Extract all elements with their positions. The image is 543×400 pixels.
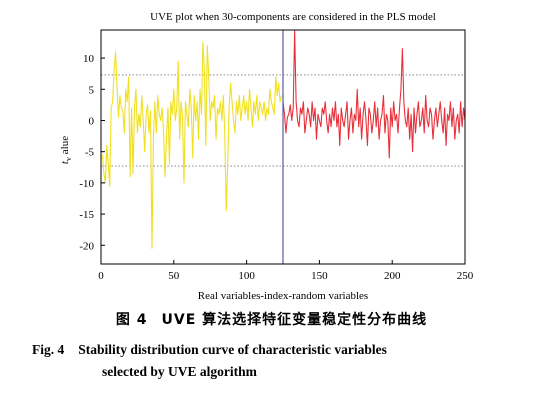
y-tick-label: -20 <box>79 240 94 252</box>
caption-chinese-label: 图 4 <box>115 312 148 328</box>
plot-frame <box>100 29 466 265</box>
x-tick-label: 0 <box>98 270 104 282</box>
caption-chinese: 图 4 UVE 算法选择特征变量稳定性分布曲线 <box>0 310 543 330</box>
caption-english-line-2: selected by UVE algorithm <box>102 362 257 382</box>
caption-english-line-1: Fig. 4 Stability distribution curve of ch… <box>32 340 387 360</box>
x-tick-label: 150 <box>311 270 328 282</box>
caption-english-label: Fig. 4 <box>32 342 65 357</box>
y-axis-label: tv alue <box>59 136 73 164</box>
x-tick-label: 50 <box>168 270 180 282</box>
y-tick-label: 0 <box>89 115 95 127</box>
y-tick-label: 10 <box>83 53 95 65</box>
y-tick-label: 5 <box>89 84 95 96</box>
x-axis-label: Real variables-index-random variables <box>198 290 368 302</box>
chart-title: UVE plot when 30-components are consider… <box>150 11 436 23</box>
caption-english-text-2: selected by UVE algorithm <box>102 364 257 379</box>
caption-chinese-text: UVE 算法选择特征变量稳定性分布曲线 <box>161 312 428 328</box>
caption-english-text-1: Stability distribution curve of characte… <box>78 342 387 357</box>
x-tick-label: 100 <box>238 270 255 282</box>
x-tick-label: 200 <box>384 270 401 282</box>
y-tick-label: -15 <box>79 209 94 221</box>
y-tick-label: -10 <box>79 178 94 190</box>
x-tick-label: 250 <box>457 270 474 282</box>
series-line-real <box>101 41 283 249</box>
uve-chart: UVE plot when 30-components are consider… <box>59 11 474 302</box>
y-axis-label-rest: alue <box>59 136 71 157</box>
y-axis-label-sub: v <box>64 157 73 161</box>
series-group <box>101 30 465 249</box>
y-axis-label-main: t <box>59 160 71 164</box>
series-line-random <box>282 30 465 159</box>
y-tick-label: -5 <box>85 147 95 159</box>
